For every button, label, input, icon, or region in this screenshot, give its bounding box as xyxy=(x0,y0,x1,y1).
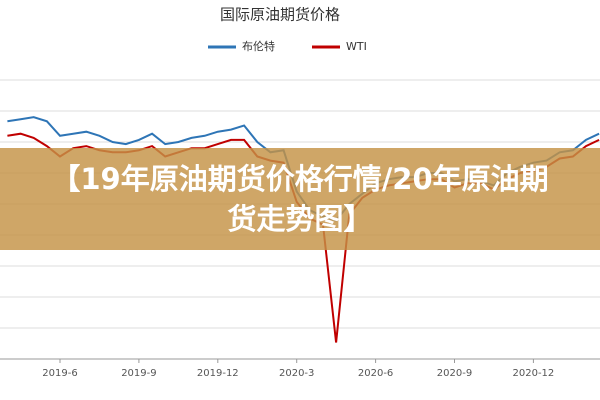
chart-title: 国际原油期货价格 xyxy=(220,6,340,24)
x-tick-label: 2020-12 xyxy=(513,368,555,379)
x-tick-label: 2019-12 xyxy=(197,368,239,379)
x-tick-label: 2019-9 xyxy=(121,368,156,379)
legend-label: 布伦特 xyxy=(242,39,275,53)
x-tick-label: 2019-6 xyxy=(42,368,77,379)
banner-text: 【19年原油期货价格行情/20年原油期货走势图】 xyxy=(51,162,549,236)
banner: 【19年原油期货价格行情/20年原油期货走势图】 xyxy=(0,148,600,250)
x-tick-label: 2020-6 xyxy=(358,368,393,379)
x-tick-label: 2020-9 xyxy=(437,368,472,379)
x-tick-label: 2020-3 xyxy=(279,368,314,379)
legend-label: WTI xyxy=(346,40,367,53)
